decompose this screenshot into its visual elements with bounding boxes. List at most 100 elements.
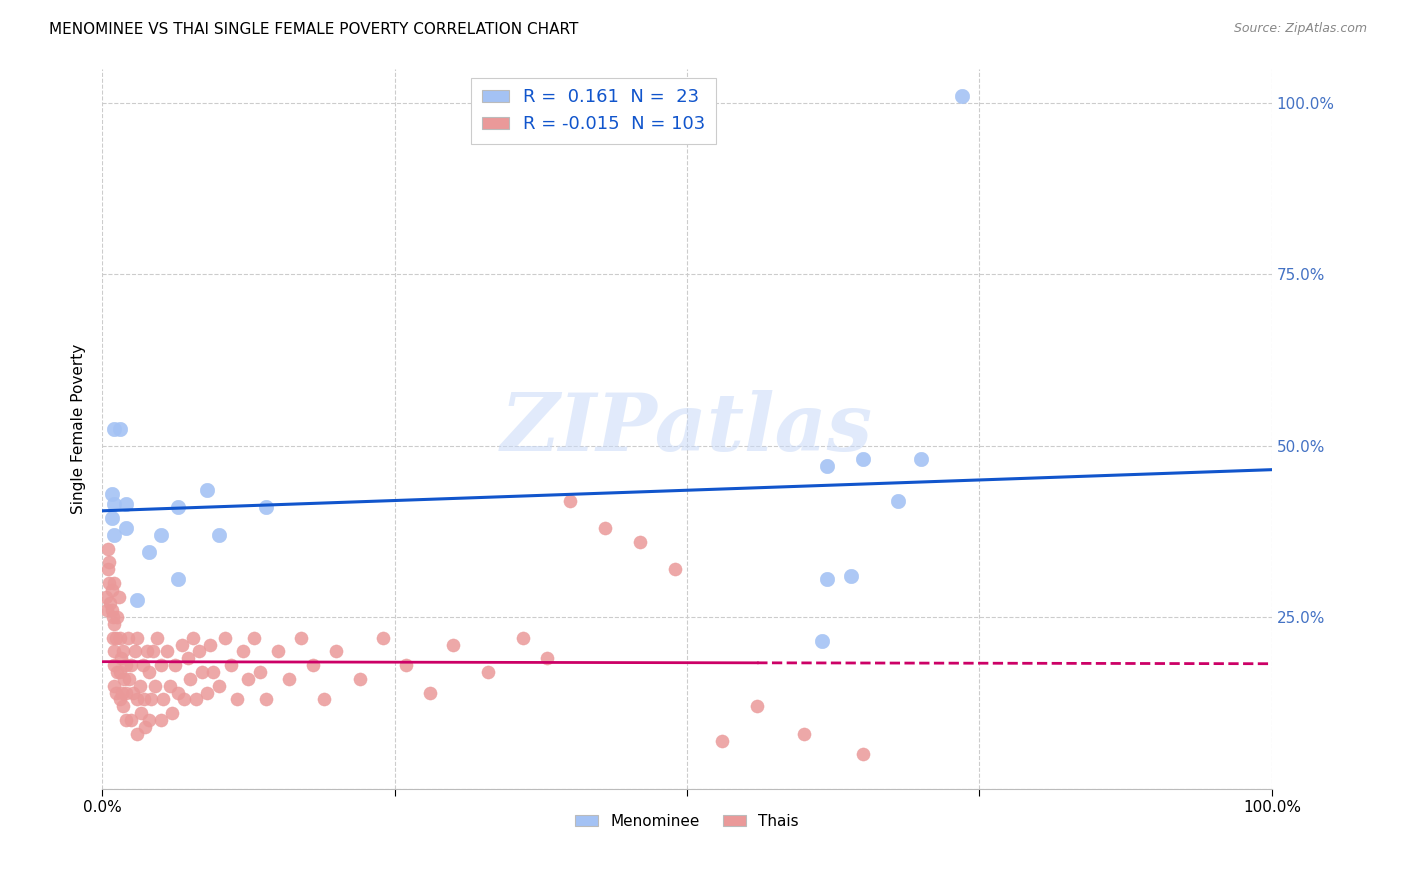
Point	[202, 665, 225, 679]
Point	[120, 713, 142, 727]
Point	[225, 692, 247, 706]
Point	[100, 582, 122, 597]
Text: Source: ZipAtlas.com: Source: ZipAtlas.com	[1233, 22, 1367, 36]
Point	[103, 616, 125, 631]
Point	[278, 672, 301, 686]
Point	[851, 452, 873, 467]
Point	[100, 603, 122, 617]
Point	[101, 610, 124, 624]
Point	[138, 713, 160, 727]
Point	[107, 590, 129, 604]
Point	[103, 658, 125, 673]
Point	[301, 658, 323, 673]
Point	[159, 679, 181, 693]
Point	[149, 528, 172, 542]
Point	[395, 658, 418, 673]
Point	[167, 573, 190, 587]
Point	[170, 638, 193, 652]
Point	[134, 692, 156, 706]
Point	[98, 575, 121, 590]
Point	[103, 421, 125, 435]
Point	[129, 706, 152, 720]
Point	[910, 452, 932, 467]
Point	[138, 545, 160, 559]
Point	[243, 631, 266, 645]
Point	[108, 692, 131, 706]
Point	[290, 631, 312, 645]
Point	[107, 665, 129, 679]
Point	[593, 521, 616, 535]
Point	[162, 706, 184, 720]
Point	[254, 692, 277, 706]
Point	[143, 679, 166, 693]
Point	[371, 631, 394, 645]
Point	[114, 521, 136, 535]
Point	[114, 672, 136, 686]
Point	[107, 610, 129, 624]
Point	[108, 631, 131, 645]
Point	[100, 596, 122, 610]
Point	[441, 638, 464, 652]
Point	[108, 421, 131, 435]
Point	[103, 644, 125, 658]
Point	[238, 672, 260, 686]
Point	[103, 497, 125, 511]
Point	[134, 720, 156, 734]
Point	[249, 665, 271, 679]
Point	[197, 483, 219, 498]
Point	[117, 631, 139, 645]
Point	[108, 665, 131, 679]
Point	[112, 699, 135, 714]
Point	[127, 726, 149, 740]
Text: ZIPatlas: ZIPatlas	[501, 390, 873, 467]
Point	[94, 590, 117, 604]
Point	[114, 713, 136, 727]
Point	[105, 685, 128, 699]
Point	[110, 651, 132, 665]
Point	[173, 692, 195, 706]
Point	[266, 644, 288, 658]
Point	[183, 631, 205, 645]
Point	[141, 692, 163, 706]
Point	[810, 634, 832, 648]
Point	[747, 699, 769, 714]
Point	[851, 747, 873, 762]
Point	[138, 665, 160, 679]
Point	[188, 644, 211, 658]
Point	[152, 692, 174, 706]
Point	[176, 651, 198, 665]
Point	[886, 493, 908, 508]
Point	[512, 631, 534, 645]
Point	[839, 569, 862, 583]
Point	[121, 685, 143, 699]
Point	[815, 573, 838, 587]
Point	[664, 562, 686, 576]
Point	[98, 555, 121, 569]
Point	[135, 644, 157, 658]
Point	[105, 631, 128, 645]
Point	[149, 658, 172, 673]
Point	[155, 644, 177, 658]
Point	[163, 658, 186, 673]
Point	[101, 631, 124, 645]
Point	[184, 692, 207, 706]
Point	[141, 644, 163, 658]
Point	[208, 679, 231, 693]
Point	[120, 658, 142, 673]
Point	[179, 672, 201, 686]
Legend: Menominee, Thais: Menominee, Thais	[569, 807, 804, 835]
Point	[198, 638, 221, 652]
Point	[208, 528, 231, 542]
Point	[214, 631, 236, 645]
Point	[112, 644, 135, 658]
Point	[167, 685, 190, 699]
Point	[477, 665, 499, 679]
Point	[536, 651, 558, 665]
Point	[325, 644, 347, 658]
Point	[118, 672, 141, 686]
Point	[128, 679, 150, 693]
Point	[114, 658, 136, 673]
Point	[114, 497, 136, 511]
Point	[232, 644, 254, 658]
Point	[349, 672, 371, 686]
